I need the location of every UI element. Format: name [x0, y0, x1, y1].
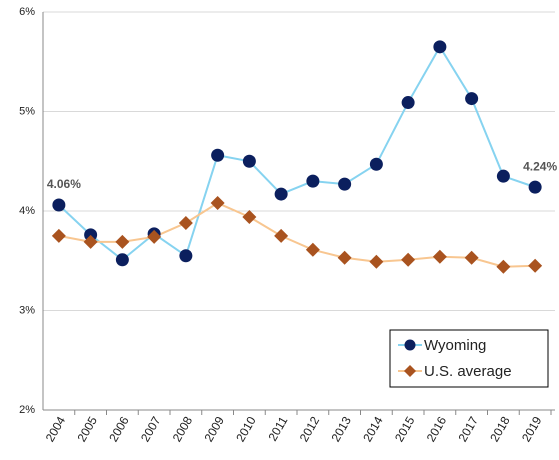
x-tick-label: 2013: [328, 414, 354, 444]
data-label: 4.24%: [523, 159, 557, 173]
y-tick-label: 4%: [19, 205, 35, 217]
marker: [115, 253, 129, 267]
y-tick-label: 5%: [19, 105, 35, 117]
y-tick-label: 3%: [19, 304, 35, 316]
x-tick-label: 2010: [233, 414, 259, 444]
y-tick-label: 2%: [19, 404, 35, 416]
marker: [464, 250, 479, 265]
marker: [51, 228, 66, 243]
x-tick-label: 2018: [487, 414, 513, 444]
x-tick-label: 2009: [201, 414, 227, 444]
marker: [496, 259, 511, 274]
marker: [178, 215, 193, 230]
marker: [274, 228, 289, 243]
marker: [465, 92, 479, 106]
marker: [432, 249, 447, 264]
x-tick-label: 2019: [519, 414, 545, 444]
marker: [496, 169, 510, 183]
marker: [115, 234, 130, 249]
legend-label: U.S. average: [424, 363, 512, 380]
marker: [52, 198, 66, 212]
marker: [210, 196, 225, 211]
series-line: [58, 44, 536, 262]
marker: [338, 177, 352, 191]
marker: [306, 174, 320, 188]
marker: [401, 96, 415, 110]
x-tick-label: 2017: [455, 414, 481, 444]
marker: [274, 187, 288, 201]
x-tick-label: 2014: [360, 414, 386, 444]
data-label: 4.06%: [47, 177, 81, 191]
marker: [179, 249, 193, 263]
legend-marker: [404, 365, 416, 377]
marker: [433, 40, 447, 54]
legend-marker: [404, 339, 416, 351]
marker: [528, 180, 542, 194]
x-tick-label: 2015: [392, 414, 418, 444]
marker: [211, 148, 225, 162]
x-tick-label: 2008: [170, 414, 196, 444]
marker: [369, 254, 384, 269]
legend-label: Wyoming: [424, 337, 486, 354]
marker: [147, 229, 162, 244]
marker: [369, 157, 383, 171]
marker: [305, 242, 320, 257]
marker: [528, 258, 543, 273]
x-tick-label: 2012: [297, 414, 323, 444]
marker: [337, 250, 352, 265]
legend: Wyoming U.S. average: [389, 329, 549, 388]
series-line: [58, 201, 536, 268]
x-tick-label: 2007: [138, 414, 164, 444]
legend-box: [389, 329, 549, 388]
marker: [83, 234, 98, 249]
x-tick-label: 2011: [265, 414, 290, 444]
y-tick-label: 6%: [19, 6, 35, 18]
x-tick-label: 2004: [43, 414, 69, 444]
x-tick-label: 2005: [74, 414, 100, 444]
x-tick-label: 2006: [106, 414, 132, 444]
marker: [242, 209, 257, 224]
x-tick-label: 2016: [424, 414, 450, 444]
marker: [401, 252, 416, 267]
marker: [242, 154, 256, 168]
